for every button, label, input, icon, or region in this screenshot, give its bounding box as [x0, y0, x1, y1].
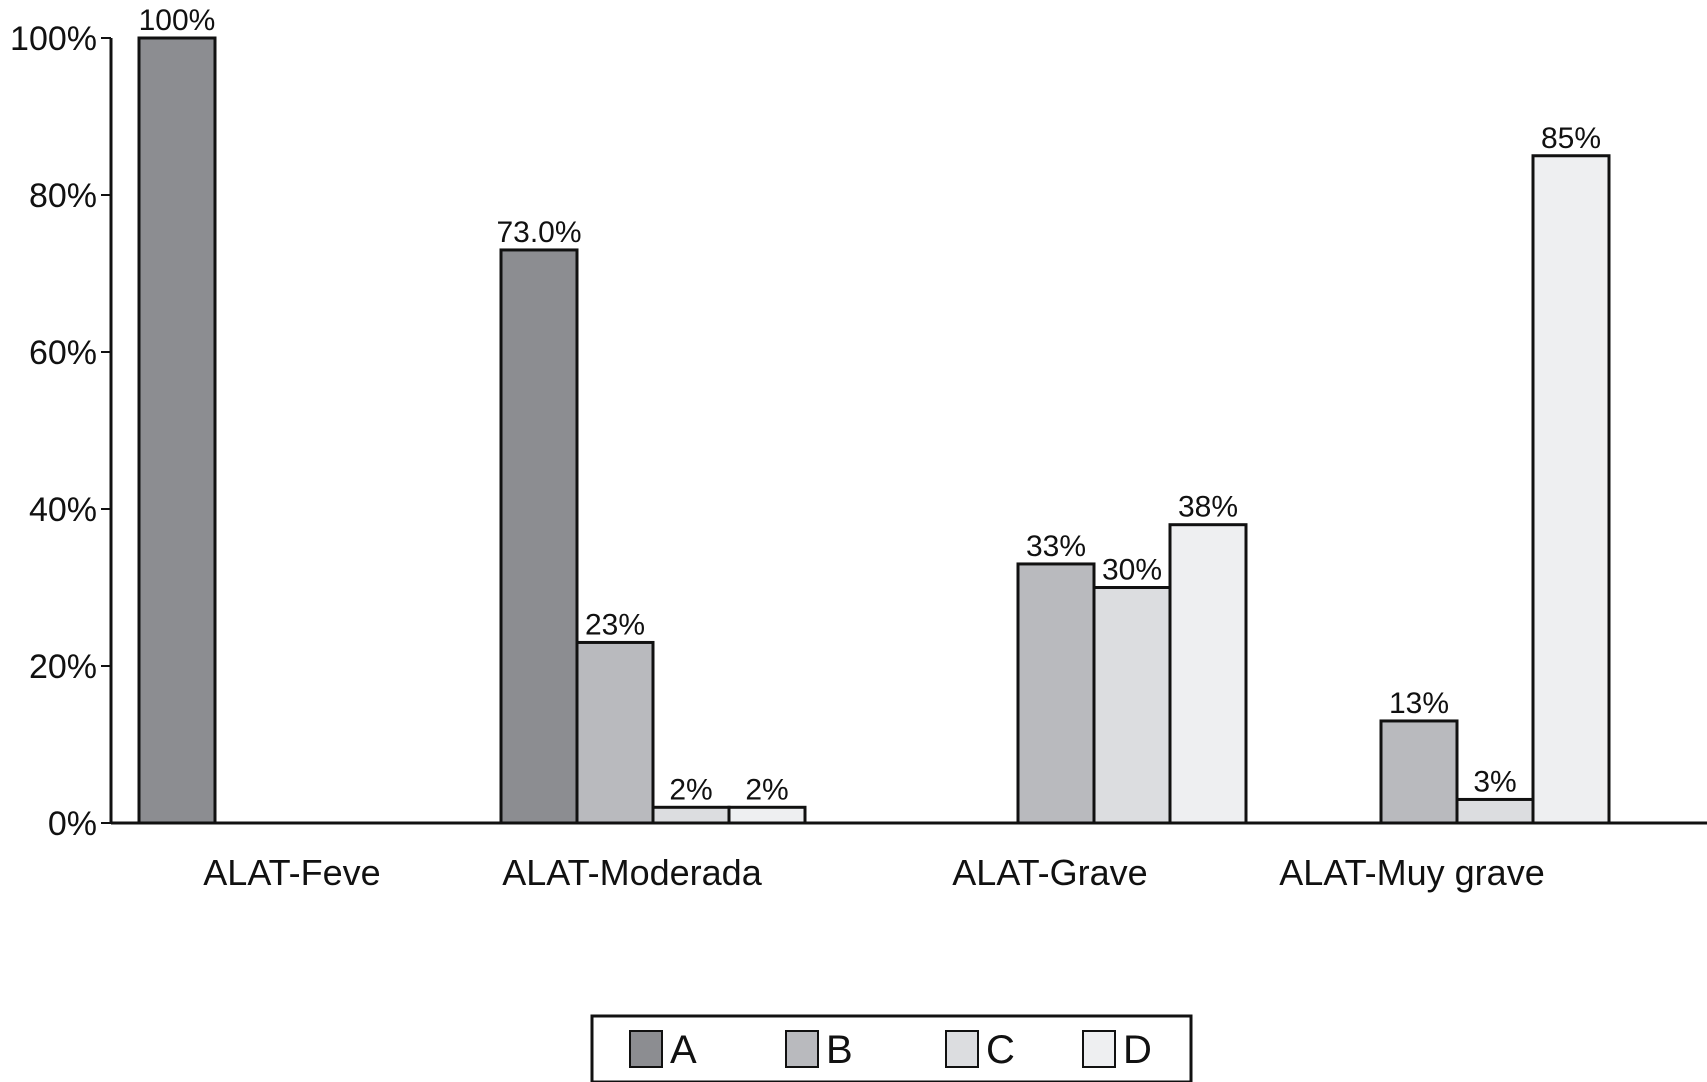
data-label: 3% [1473, 765, 1516, 798]
legend: A B C D [590, 1014, 1193, 1082]
data-label: 33% [1026, 530, 1086, 563]
y-tick-label: 20% [29, 648, 97, 686]
data-label: 23% [585, 608, 645, 641]
axes: 0% 20% 40% 60% 80% 100% ALAT-Feve ALAT-Moderada… [10, 20, 1707, 893]
x-tick-label: ALAT-Feve [203, 852, 380, 893]
data-label: 73.0% [496, 216, 581, 249]
y-tick-label: 100% [10, 20, 97, 58]
bar-c-4 [1455, 797, 1535, 825]
legend-swatch-a [629, 1030, 663, 1068]
data-label: 2% [745, 773, 788, 806]
bar-d-2 [727, 805, 807, 825]
x-tick-label: ALAT-Muy grave [1279, 852, 1544, 893]
data-label: 85% [1541, 122, 1601, 155]
bar-b-4 [1379, 719, 1459, 825]
data-label: 2% [669, 773, 712, 806]
bar-b-3 [1016, 562, 1096, 825]
legend-swatch-b [785, 1030, 819, 1068]
data-label: 100% [139, 4, 216, 37]
y-tick-label: 60% [29, 334, 97, 372]
bars [137, 36, 1611, 825]
x-tick-label: ALAT-Moderada [502, 852, 762, 893]
x-tick-label: ALAT-Grave [952, 852, 1147, 893]
y-tick-label: 40% [29, 491, 97, 529]
y-tick-label: 0% [48, 805, 97, 843]
legend-swatch-c [945, 1030, 979, 1068]
bar-a-2 [499, 248, 579, 825]
legend-label-d: D [1123, 1028, 1152, 1072]
legend-label-a: A [670, 1028, 697, 1072]
legend-swatch-d [1082, 1030, 1116, 1068]
data-labels: 100% 73.0% 23% 33% 13% 2% 30% 3% 2% 38% 85% [139, 4, 1601, 806]
data-label: 30% [1102, 554, 1162, 587]
bar-c-3 [1092, 586, 1172, 825]
data-label: 38% [1178, 491, 1238, 524]
bar-d-3 [1168, 523, 1248, 825]
bar-d-4 [1531, 154, 1611, 825]
data-label: 13% [1389, 687, 1449, 720]
legend-label-c: C [986, 1028, 1015, 1072]
bar-c-2 [651, 805, 731, 825]
y-tick-label: 80% [29, 177, 97, 215]
bar-a-1 [137, 36, 217, 825]
legend-label-b: B [826, 1028, 853, 1072]
bar-b-2 [575, 640, 655, 825]
